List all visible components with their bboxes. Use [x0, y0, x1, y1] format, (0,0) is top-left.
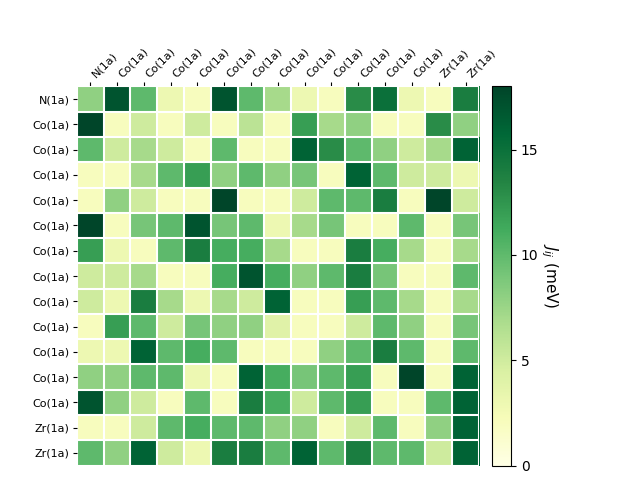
Y-axis label: $J_{ij}$ (meV): $J_{ij}$ (meV) — [538, 243, 559, 309]
